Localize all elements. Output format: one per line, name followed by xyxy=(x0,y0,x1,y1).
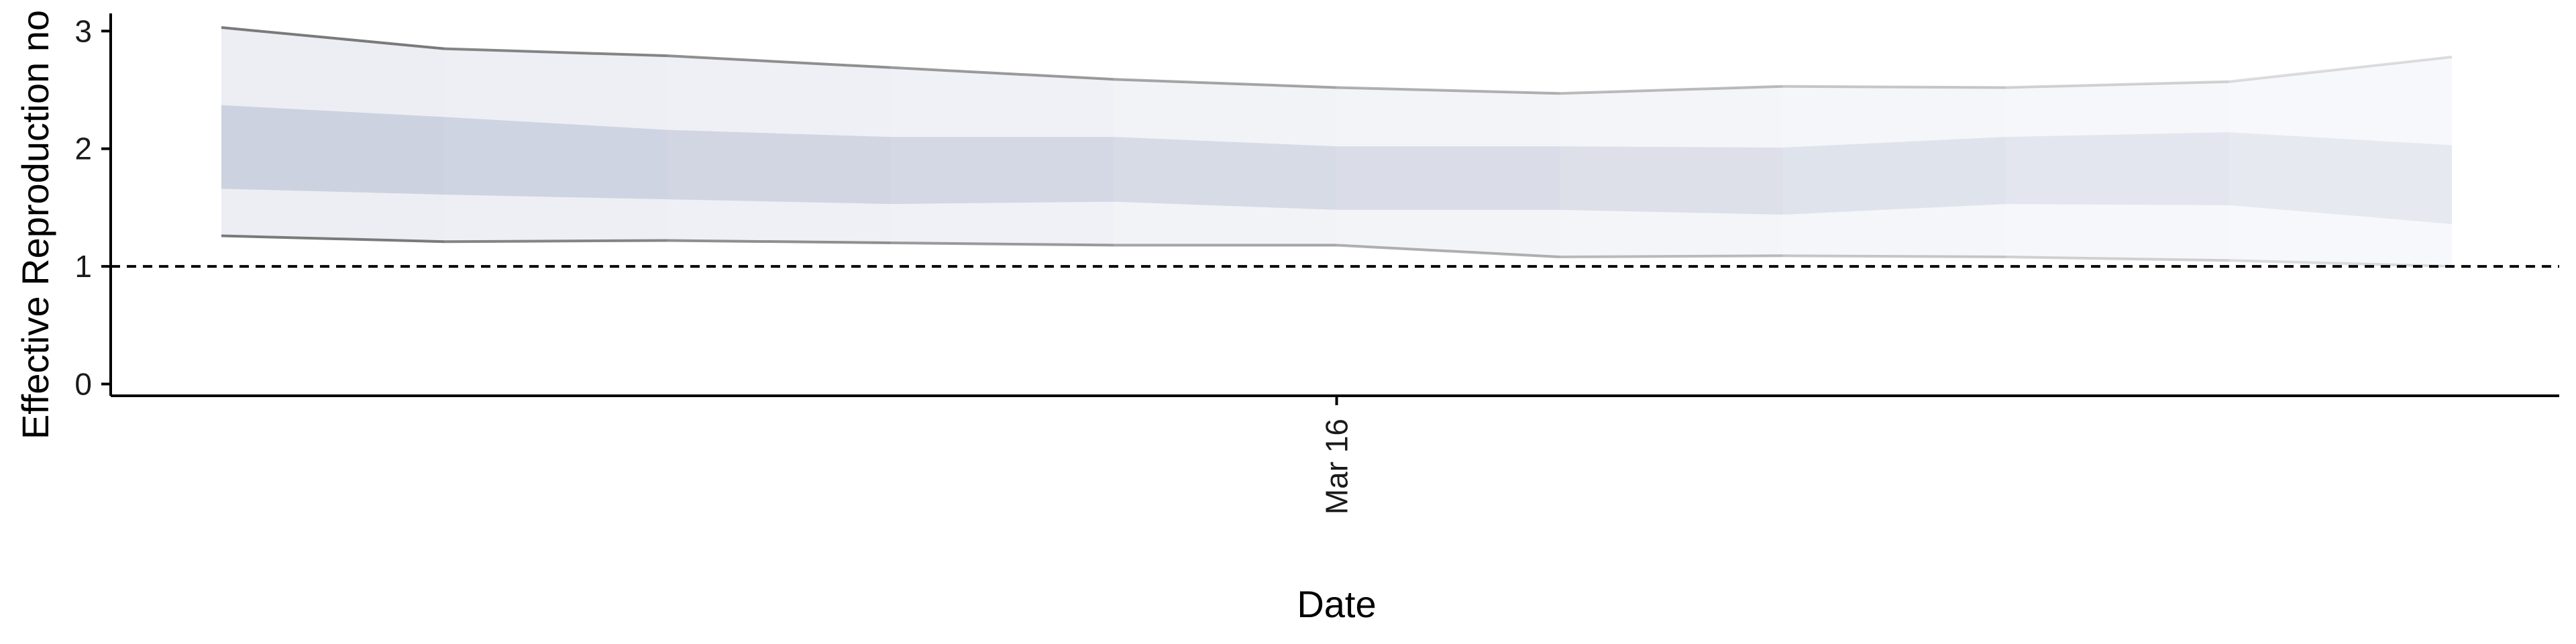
outer-band-segment xyxy=(2229,56,2452,267)
inner-band-segment xyxy=(2006,132,2229,205)
inner-band-segment xyxy=(1114,137,1337,210)
lower-bound-segment xyxy=(1559,254,1783,259)
lower-bound-segment xyxy=(1336,244,1560,259)
inner-band-segment xyxy=(444,117,667,200)
lower-bound-segment xyxy=(667,239,891,244)
upper-bound-segment xyxy=(890,66,1114,81)
upper-bound-segment xyxy=(444,47,668,58)
inner-band-segment xyxy=(2229,132,2452,224)
upper-bound-segment xyxy=(1559,85,1783,95)
inner-band-segment xyxy=(890,137,1114,205)
y-tick-label: 2 xyxy=(74,131,92,166)
lower-bound-segment xyxy=(444,239,668,244)
inner-band-segment xyxy=(1560,146,1783,215)
lower-bound-segment xyxy=(890,241,1114,247)
inner-band-segment xyxy=(1336,146,1560,210)
y-axis-title: Effective Reproduction no xyxy=(14,10,56,439)
upper-bound-segment xyxy=(667,54,891,69)
lower-bound-segment xyxy=(2005,256,2229,262)
inner-band-segment xyxy=(667,129,891,205)
upper-bound-segment xyxy=(221,26,445,50)
lower-bound-segment xyxy=(221,234,445,244)
lower-bound-segment xyxy=(1782,254,2006,259)
upper-bound-segment xyxy=(1113,78,1337,89)
upper-bound-segment xyxy=(2005,80,2229,89)
inner-band-segment xyxy=(221,105,445,195)
x-axis-ticks: Mar 16 xyxy=(1320,396,1354,515)
y-tick-label: 3 xyxy=(74,13,92,48)
y-axis-ticks: 0 1 2 3 xyxy=(74,13,111,401)
upper-bound-segment xyxy=(2229,55,2453,83)
credible-interval-bands xyxy=(221,28,2452,267)
x-tick-label: Mar 16 xyxy=(1320,419,1354,515)
upper-bound-segment xyxy=(1336,86,1560,95)
x-axis-title: Date xyxy=(1297,583,1376,625)
interval-bound-lines xyxy=(221,26,2453,268)
upper-bound-segment xyxy=(1782,85,2006,89)
y-tick-label: 0 xyxy=(74,366,92,401)
outer-band-segment xyxy=(2006,81,2229,261)
y-tick-label: 1 xyxy=(74,249,92,284)
inner-band-segment xyxy=(1782,137,2006,215)
